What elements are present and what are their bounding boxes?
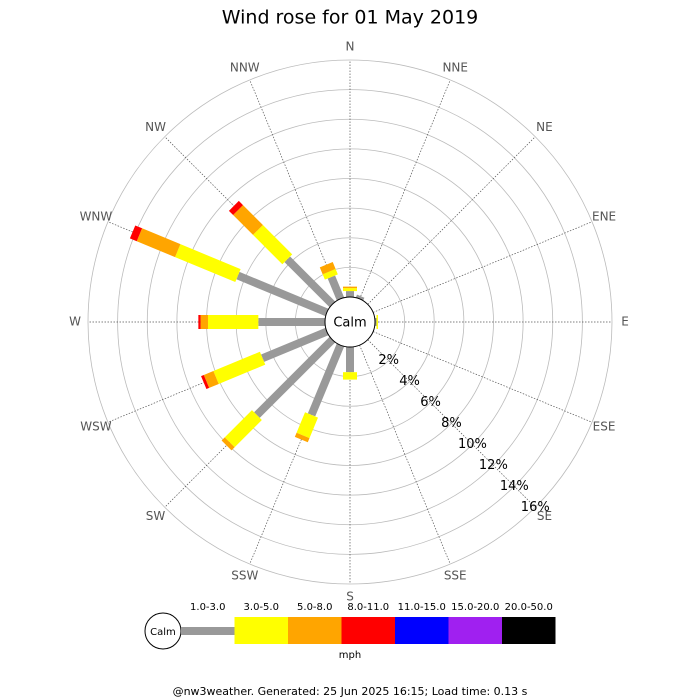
bar-segment bbox=[296, 412, 318, 439]
bar-segment bbox=[200, 315, 208, 329]
legend-label: 8.0-11.0 bbox=[347, 602, 389, 613]
r-tick-label: 6% bbox=[420, 395, 441, 410]
bar-segment bbox=[136, 228, 181, 258]
bar-segment bbox=[343, 372, 357, 380]
bar-segment bbox=[233, 205, 263, 235]
legend-swatch bbox=[181, 627, 235, 635]
legend-label: 11.0-15.0 bbox=[398, 602, 446, 613]
direction-label: ENE bbox=[592, 209, 616, 223]
direction-label: SE bbox=[537, 509, 552, 523]
legend-swatch bbox=[234, 617, 288, 644]
calm-label: Calm bbox=[333, 316, 366, 331]
bar-segment bbox=[343, 288, 357, 292]
bar-segment bbox=[346, 347, 354, 373]
r-tick-label: 14% bbox=[500, 479, 529, 494]
legend: Calm 1.0-3.0 3.0-5.0 5.0-8.0 8.0-11.0 11.0-15… bbox=[144, 602, 556, 661]
direction-label: N bbox=[346, 40, 355, 54]
bar-segment bbox=[322, 268, 338, 280]
r-tick-label: 12% bbox=[479, 458, 508, 473]
direction-label: NE bbox=[536, 120, 553, 134]
legend-label: 20.0-50.0 bbox=[505, 602, 553, 613]
legend-label: 1.0-3.0 bbox=[190, 602, 225, 613]
direction-label: SSE bbox=[444, 569, 467, 583]
direction-label: W bbox=[69, 315, 81, 329]
direction-label: WSW bbox=[80, 420, 111, 434]
bar-segment bbox=[294, 432, 310, 443]
legend-label: 5.0-8.0 bbox=[297, 602, 332, 613]
calm-circle bbox=[324, 296, 376, 348]
bar-segment bbox=[254, 336, 336, 418]
direction-label: WNW bbox=[80, 209, 113, 223]
bar-segment bbox=[201, 374, 210, 390]
legend-swatch bbox=[341, 617, 395, 644]
bar-segment bbox=[258, 318, 325, 326]
footer: @nw3weather. Generated: 25 Jun 2025 16:1… bbox=[173, 685, 528, 698]
bar-segment bbox=[253, 225, 293, 265]
bar-segment bbox=[307, 343, 345, 417]
bar-segment bbox=[346, 291, 354, 297]
direction-label: NW bbox=[145, 120, 166, 134]
legend-calm-label: Calm bbox=[150, 627, 176, 638]
bar-segment bbox=[236, 271, 329, 317]
direction-label: S bbox=[346, 590, 354, 604]
bar-segment bbox=[376, 315, 378, 329]
direction-label: SSW bbox=[231, 569, 258, 583]
legend-label: 3.0-5.0 bbox=[244, 602, 279, 613]
bar-segment bbox=[355, 294, 365, 301]
legend-swatch bbox=[448, 617, 502, 644]
r-tick-label: 8% bbox=[441, 416, 462, 431]
r-tick-label: 4% bbox=[399, 374, 420, 389]
spoke bbox=[372, 331, 593, 423]
bar-segment bbox=[207, 315, 259, 329]
bar-segment bbox=[343, 286, 357, 289]
direction-label: E bbox=[621, 315, 629, 329]
r-tick-label: 16% bbox=[521, 500, 550, 515]
bar-segment bbox=[228, 200, 244, 216]
spoke bbox=[249, 79, 341, 300]
spoke bbox=[359, 344, 451, 565]
bar-segment bbox=[129, 225, 143, 242]
bar-segment bbox=[224, 410, 262, 448]
legend-swatch bbox=[395, 617, 449, 644]
bar-segment bbox=[284, 256, 336, 308]
direction-label: NNW bbox=[230, 60, 260, 74]
bar-segment bbox=[327, 275, 345, 301]
chart-title: Wind rose for 01 May 2019 bbox=[222, 7, 479, 29]
legend-swatch bbox=[502, 617, 556, 644]
r-tick-label: 2% bbox=[378, 353, 399, 368]
legend-unit: mph bbox=[339, 650, 361, 661]
bar-segment bbox=[198, 315, 201, 329]
grid-ring bbox=[87, 59, 613, 585]
bar-segment bbox=[175, 244, 241, 283]
direction-label: NNE bbox=[442, 60, 468, 74]
spoke bbox=[359, 79, 451, 300]
bar-segment bbox=[213, 351, 266, 384]
spoke bbox=[372, 221, 593, 313]
legend-label: 15.0-20.0 bbox=[451, 602, 499, 613]
bar-segment bbox=[261, 327, 329, 362]
r-tick-label: 10% bbox=[458, 437, 487, 452]
bar-segment bbox=[221, 437, 235, 451]
legend-swatch bbox=[288, 617, 342, 644]
spoke bbox=[367, 136, 536, 305]
bar-segment bbox=[319, 262, 336, 275]
spoke bbox=[367, 339, 536, 508]
direction-label: ESE bbox=[593, 420, 616, 434]
direction-label: SW bbox=[146, 509, 166, 523]
bar-segment bbox=[203, 371, 219, 388]
rose: N NNE NE ENE E ESE SE SSE S SSW SW WSW W WNW NW NNW Calm… bbox=[69, 40, 629, 604]
